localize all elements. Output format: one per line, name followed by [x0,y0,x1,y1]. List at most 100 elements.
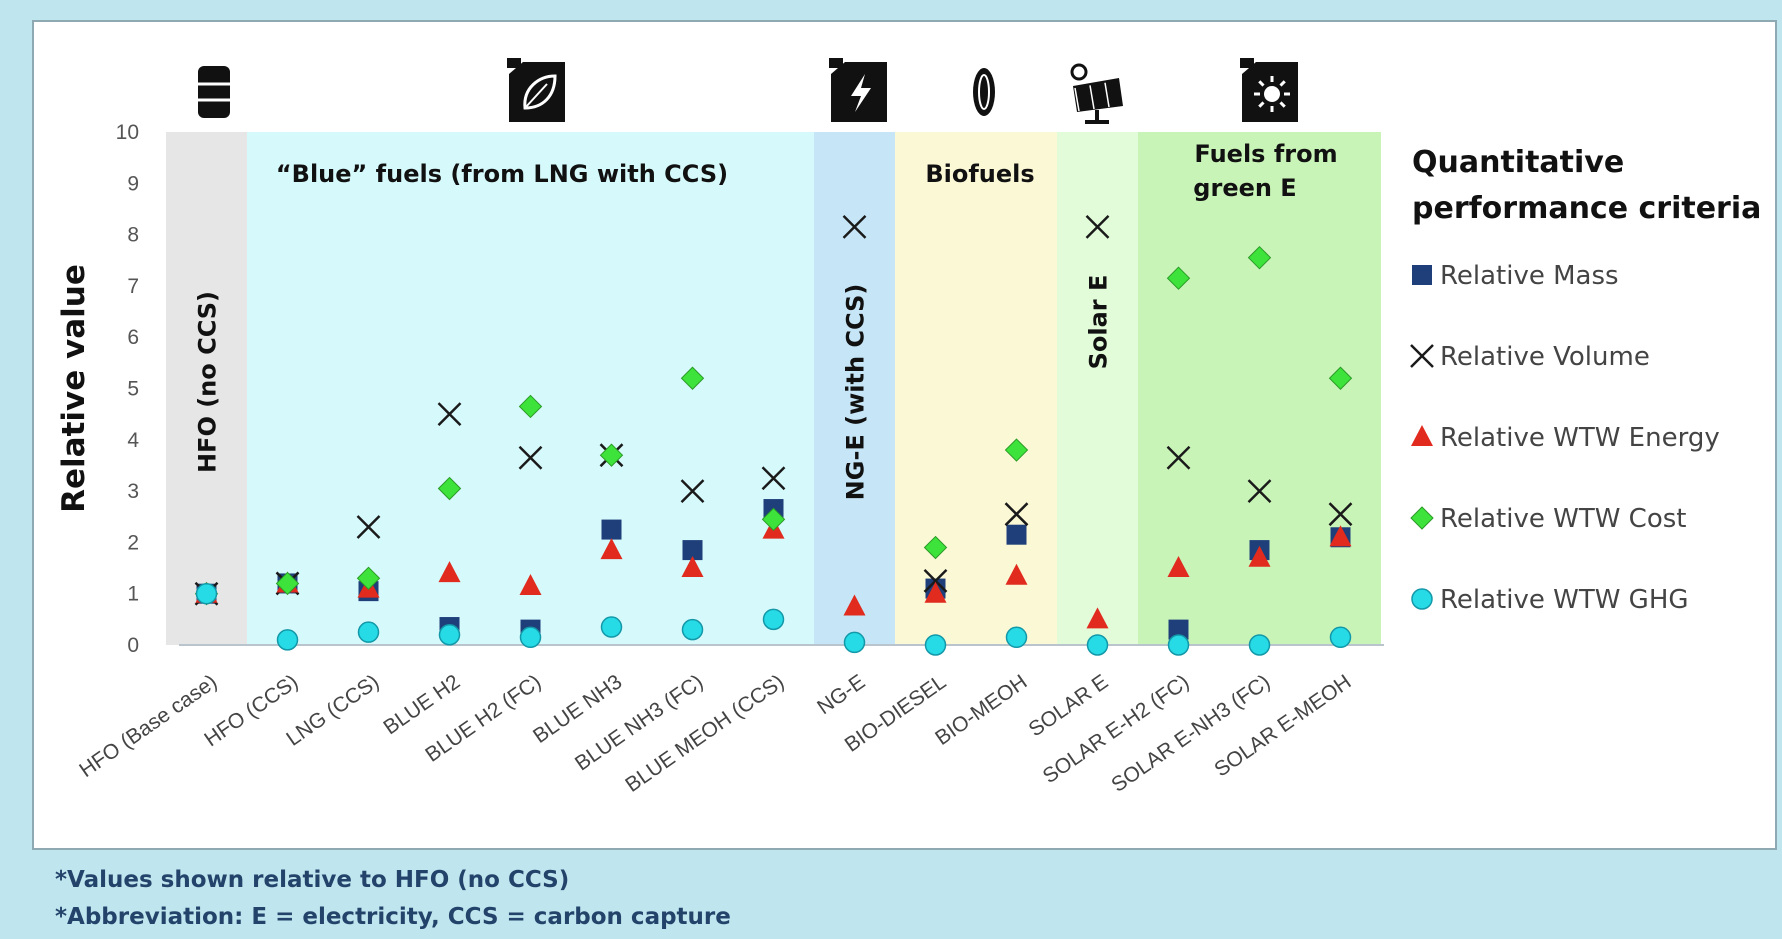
data-point-stroke [923,568,948,593]
data-point-stroke [356,515,381,539]
data-point-stroke [518,445,543,470]
data-point-stroke [1004,502,1029,527]
group-label-line: Fuels from [1194,140,1337,168]
data-point [1248,634,1271,656]
data-point [924,634,947,656]
data-point [518,394,543,419]
legend-item: Relative WTW Cost [1410,504,1686,534]
can-spout [829,58,843,68]
data-point [1086,634,1109,656]
solar-panel-icon [1070,63,1123,124]
can-spout [1240,58,1254,68]
data-point [1328,366,1353,390]
data-point [519,574,542,596]
data-point [843,631,866,654]
data-point-stroke [1166,445,1191,470]
data-point [599,443,624,467]
data-point-stroke [680,479,705,503]
sun [1070,63,1088,81]
y-tick-label: 0 [127,634,139,657]
legend-item: Relative WTW GHG [1411,585,1689,615]
data-point [1006,524,1027,545]
sun-ray [1279,80,1286,87]
data-point [1166,266,1191,290]
chart-svg: 0 1 2 3 4 5 6 7 8 9 10 Relative value HFO (no CCS) “B… [56,58,1761,797]
legend-item: Relative WTW Energy [1411,423,1720,453]
data-point-stroke [1328,502,1353,527]
x-tick-label: SOLAR E-H2 (FC) [1039,670,1194,788]
data-point [1004,438,1029,462]
legend-marker [1410,506,1434,530]
data-point [276,629,299,651]
group-label: NG-E (with CCS) [842,284,870,501]
data-point [924,581,947,603]
legend-title: Quantitative performance criteria [1412,145,1761,226]
data-point [680,479,705,503]
y-tick-label: 3 [127,480,139,503]
group-band-2 [814,132,895,645]
x-tick-label: BIO-MEOH [931,670,1031,750]
data-point [1086,607,1109,629]
footnote-abbreviation: *Abbreviation: E = electricity, CCS = ca… [55,904,731,930]
data-point [1004,502,1029,527]
seed-icon [973,68,995,116]
data-point [1167,556,1190,578]
legend-label: Relative WTW Energy [1440,423,1720,453]
panel [1073,78,1123,112]
can-body [509,62,565,122]
data-point [681,618,704,641]
legend-marker [1411,425,1433,446]
sun-ray [1279,101,1286,108]
seed-shape [973,68,995,116]
data-point [600,538,623,560]
data-point [682,540,703,561]
data-point [1167,634,1190,656]
group-band-3 [895,132,1057,645]
data-point [1328,502,1353,527]
legend-marker-stroke [1410,344,1434,368]
legend-label: Relative Volume [1440,342,1650,372]
data-point [761,466,786,491]
data-point [681,556,704,578]
sun-ray [1258,80,1265,87]
panel-grid [1104,82,1110,108]
lightning-fuel-can-icon [829,58,887,122]
y-tick-label: 7 [127,275,139,298]
data-point [680,366,705,390]
data-point [438,561,461,583]
chart-frame: 0 1 2 3 4 5 6 7 8 9 10 Relative value HFO (no CCS) “B… [32,20,1777,850]
sun-fuel-can-icon [1240,58,1298,122]
data-point [356,566,381,591]
data-point [843,594,866,616]
y-tick-label: 5 [127,378,139,401]
sun-core [1264,86,1280,102]
legend-label: Relative Mass [1440,261,1619,291]
sun-ray [1258,101,1265,108]
data-point [1168,619,1189,640]
data-point [1248,545,1271,567]
y-tick-label: 9 [127,172,139,195]
group-band-4 [1057,132,1138,645]
leaf-fuel-can-icon [507,58,565,122]
group-label: HFO (no CCS) [194,291,222,473]
can-spout [507,58,521,68]
series-relative-wtw-ghg [195,582,1352,656]
x-tick-label: NG-E [813,670,869,719]
barrel-body [198,66,230,118]
group-label: “Blue” fuels (from LNG with CCS) [276,160,728,188]
leaf [523,74,557,110]
group-band-1 [247,132,814,645]
data-point [842,215,867,239]
legend-marker [1411,588,1433,610]
data-point [195,582,218,605]
data-point [761,507,786,532]
data-point [923,568,948,593]
data-point-stroke [842,215,867,239]
data-point [519,626,542,649]
data-point [1005,626,1028,649]
data-point [437,476,462,501]
bolt [851,74,871,112]
panel-grid [1089,85,1095,110]
legend-label: Relative WTW GHG [1440,585,1689,615]
leaf-vein [524,83,548,109]
